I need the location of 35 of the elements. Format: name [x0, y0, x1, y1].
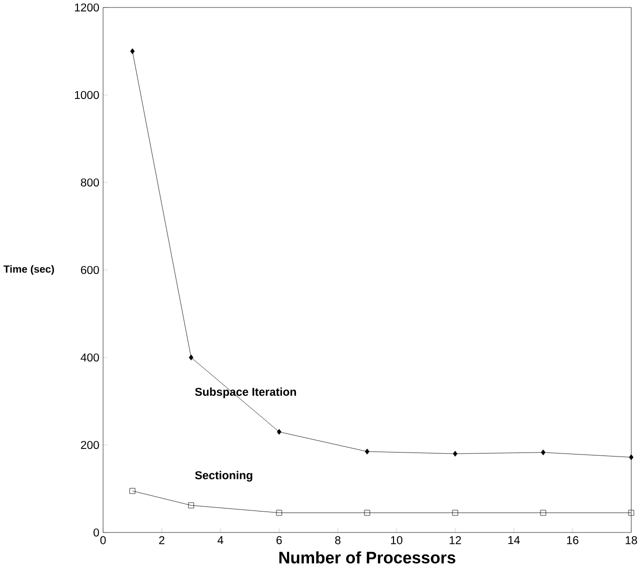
- x-tick-label: 18: [626, 536, 638, 544]
- point: [452, 450, 458, 457]
- x-tick-label: 14: [508, 536, 520, 544]
- y-tick-label: 1000: [74, 90, 99, 100]
- y-tick-label: 0: [94, 528, 99, 537]
- point: [364, 448, 370, 454]
- point: [276, 428, 282, 435]
- x-tick-label: 4: [218, 536, 224, 544]
- x-tick-label: 12: [450, 536, 461, 544]
- x-axis-title: Number of Processors: [279, 551, 456, 564]
- point: [130, 488, 136, 494]
- point: [540, 450, 546, 456]
- point: [188, 502, 194, 508]
- point: [628, 510, 634, 516]
- y-axis-title: Time (sec): [4, 265, 54, 275]
- y-tick-label: 800: [80, 178, 99, 187]
- point: [188, 354, 194, 360]
- y-tick-label: 400: [80, 353, 99, 362]
- series-label: Sectioning: [195, 470, 252, 482]
- point: [364, 510, 370, 516]
- x-tick-label: 8: [335, 536, 340, 544]
- series-label: Subspace Iteration: [195, 388, 296, 398]
- x-tick-label: 6: [276, 536, 282, 544]
- point: [276, 510, 282, 516]
- x-tick-label: 16: [567, 536, 578, 544]
- point: [540, 510, 546, 516]
- y-tick-label: 1200: [74, 3, 99, 12]
- point: [628, 454, 634, 460]
- point: [452, 510, 458, 516]
- y-tick-label: 200: [80, 440, 99, 450]
- x-tick-label: 10: [391, 536, 402, 544]
- x-tick-label: 2: [159, 536, 164, 544]
- y-tick-label: 600: [81, 266, 99, 274]
- point: [130, 48, 135, 54]
- x-tick-label: 0: [100, 536, 106, 544]
